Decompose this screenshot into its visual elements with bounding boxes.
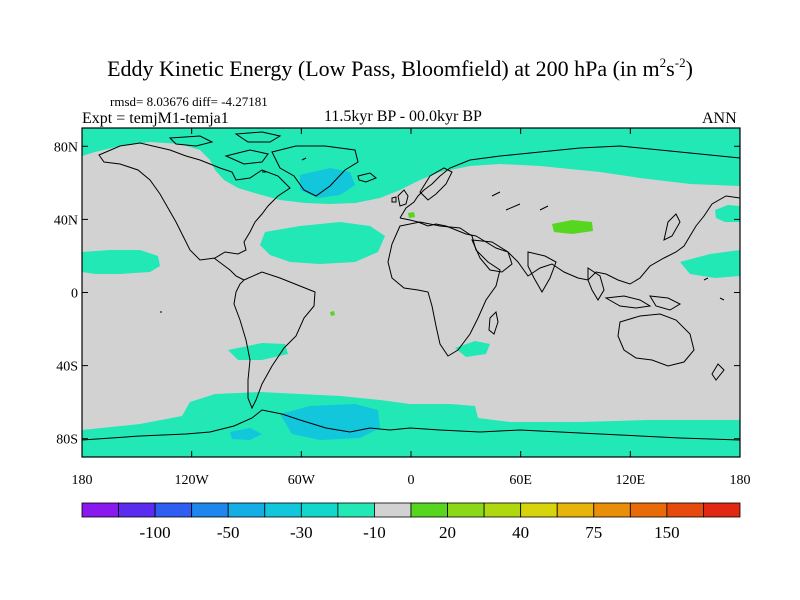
anomaly-region-east-pacific-band (82, 250, 160, 274)
colorbar-swatch (593, 502, 631, 518)
lon-tick-label: 180 (72, 473, 93, 488)
colorbar-swatch (629, 502, 668, 518)
colorbar-swatch (300, 502, 339, 518)
experiment-label: Expt = temjM1-temja1 (82, 110, 229, 127)
anomaly-fill-regions (82, 128, 740, 457)
colorbar-label: -10 (363, 523, 386, 542)
coast-iceland (357, 172, 377, 183)
anomaly-region-northeast-pacific (715, 205, 740, 222)
colorbar-swatch (410, 502, 448, 518)
coast-india (527, 251, 557, 294)
coast-eurasia (399, 145, 740, 285)
title-mid: s (666, 56, 675, 81)
title-sup-2: -2 (674, 55, 686, 70)
lat-tick-label: 40S (56, 360, 78, 375)
colorbar-swatch (264, 502, 302, 518)
lat-tick-label: 80S (56, 433, 78, 448)
colorbar-swatch (227, 502, 266, 518)
lat-tick-label: 40N (54, 213, 78, 228)
colorbar-label: -100 (140, 523, 171, 542)
coast-greenland (271, 145, 359, 197)
colorbar-swatch (483, 502, 522, 518)
colorbar-swatch (154, 502, 193, 518)
coast-arabia (471, 239, 513, 273)
anomaly-region-north-atlantic-arctic (82, 128, 740, 204)
lon-tick-label: 180 (730, 473, 751, 488)
stats-text: rmsd= 8.03676 diff= -4.27181 (110, 94, 268, 109)
lon-tick-label: 0 (408, 473, 415, 488)
coast-north-america (98, 142, 291, 261)
colorbar-label: 150 (654, 523, 680, 542)
coast-central-america (213, 257, 245, 281)
colorbar-swatch (703, 502, 741, 518)
anomaly-region-south-indian (455, 341, 490, 357)
colorbar-swatch (666, 502, 704, 518)
lon-tick-label: 120W (175, 473, 210, 488)
colorbar-swatch (447, 502, 485, 518)
coast-arctic-islands (168, 131, 282, 165)
colorbar-label: -50 (217, 523, 240, 542)
season-label: ANN (702, 110, 737, 127)
anomaly-region-southern-ocean (82, 392, 740, 457)
colorbar-label: 75 (585, 523, 602, 542)
anomaly-region-antarctic-west (230, 428, 262, 440)
coast-british-isles (391, 189, 409, 207)
lon-tick-label: 60E (509, 473, 532, 488)
colorbar-swatch (191, 502, 229, 518)
coast-scandinavia (419, 167, 453, 201)
axis-ticks: 80N 40N 0 40S 80S 180 120W 60W 0 60E 120E 180 (54, 128, 751, 488)
anomaly-region-arctic-core (300, 168, 355, 198)
anomaly-region-west-pacific (680, 250, 740, 278)
colorbar-label: 20 (439, 523, 456, 542)
colorbar-swatch (520, 502, 558, 518)
colorbar-label: -30 (290, 523, 313, 542)
lon-tick-label: 120E (616, 473, 646, 488)
plot-title: Eddy Kinetic Energy (Low Pass, Bloomfiel… (0, 56, 800, 82)
coast-southeast-asia (587, 267, 682, 311)
coast-new-zealand (711, 363, 725, 381)
title-end: ) (685, 56, 693, 81)
colorbar-swatch (118, 502, 156, 518)
lat-tick-label: 0 (71, 287, 78, 302)
colorbar-swatch (556, 502, 595, 518)
coastlines (82, 131, 740, 441)
anomaly-region-iberia-positive (408, 212, 415, 218)
coast-australia (617, 313, 695, 367)
lat-tick-label: 80N (54, 140, 78, 155)
coast-madagascar (488, 310, 499, 335)
coast-south-america (233, 271, 316, 410)
coast-africa (387, 221, 501, 357)
coast-japan (663, 213, 681, 241)
colorbar-swatch (81, 502, 119, 518)
coast-small-islands (160, 157, 725, 313)
colorbar-swatch (374, 502, 412, 518)
title-main: Eddy Kinetic Energy (Low Pass, Bloomfiel… (107, 56, 660, 81)
colorbar-swatch (337, 502, 375, 518)
anomaly-region-tibet-positive (552, 220, 593, 234)
lon-tick-label: 60W (288, 473, 316, 488)
anomaly-region-subtropical-atlantic (260, 222, 385, 264)
anomaly-region-south-pacific (228, 343, 288, 360)
coast-antarctica (82, 409, 740, 441)
colorbar-label: 40 (512, 523, 529, 542)
anomaly-region-equatorial-atlantic-positive (330, 311, 335, 316)
period-label: 11.5kyr BP - 00.0kyr BP (324, 108, 482, 125)
colorbar: -100 -50 -30 -10 20 40 75 150 (81, 502, 741, 542)
title-sup-1: 2 (659, 55, 667, 70)
